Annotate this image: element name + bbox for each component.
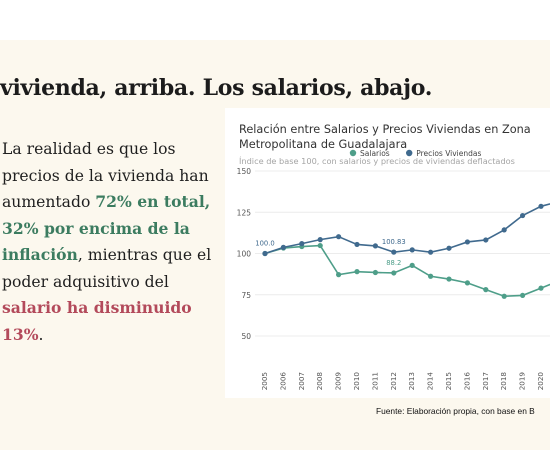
data-point xyxy=(354,241,360,248)
legend-marker xyxy=(349,149,357,157)
data-point xyxy=(336,272,342,278)
data-point xyxy=(501,293,507,299)
x-tick-label: 2007 xyxy=(297,372,306,390)
x-tick-label: 2017 xyxy=(481,372,490,390)
y-tick-label: 125 xyxy=(237,208,252,217)
x-tick-label: 2010 xyxy=(352,372,361,391)
line-chart: 50 75 100 125 150 2005 2006 2007 2008 2009 2010 201… xyxy=(237,149,550,391)
legend-marker xyxy=(406,149,413,157)
y-tick-label: 150 xyxy=(237,167,252,176)
y-tick-label: 50 xyxy=(241,332,251,341)
chart-card: Relación entre Salarios y Precios Vivien… xyxy=(225,108,550,398)
salary-decrease-highlight: salario ha disminuido 13% xyxy=(2,298,192,344)
y-tick-label: 100 xyxy=(237,250,252,259)
data-point xyxy=(317,242,323,249)
data-point xyxy=(391,270,397,276)
data-point xyxy=(446,245,452,251)
body-paragraph: La realidad es que los precios de la viv… xyxy=(2,136,220,348)
data-point xyxy=(538,285,544,291)
x-tick-label: 2005 xyxy=(260,372,269,390)
x-tick-label: 2018 xyxy=(499,372,508,391)
data-point xyxy=(520,292,526,299)
source-note: Fuente: Elaboración propia, con base en … xyxy=(376,406,535,416)
x-tick-label: 2015 xyxy=(444,372,453,390)
body-text-3: . xyxy=(38,325,44,344)
legend-label: Salarios xyxy=(360,149,390,158)
x-tick-label: 2014 xyxy=(426,372,435,391)
data-point xyxy=(428,273,434,279)
data-point xyxy=(336,234,342,240)
body-text-1: La realidad es que los precios de la viv… xyxy=(2,140,209,211)
data-point xyxy=(354,269,360,275)
slide: vivienda, arriba. Los salarios, abajo. L… xyxy=(0,40,550,450)
x-tick-label: 2016 xyxy=(462,372,471,391)
data-point xyxy=(409,247,415,253)
x-tick-label: 2013 xyxy=(407,372,416,390)
legend-label: Precios Viviendas xyxy=(416,149,481,158)
data-point xyxy=(483,287,489,293)
x-tick-label: 2011 xyxy=(370,372,379,390)
data-point xyxy=(538,203,544,209)
x-tick-label: 2009 xyxy=(334,372,343,391)
data-point xyxy=(262,250,268,257)
y-tick-label: 75 xyxy=(241,291,251,300)
chart-subtitle: Índice de base 100, con salarios y preci… xyxy=(239,156,515,166)
data-label: 88.2 xyxy=(386,259,401,267)
data-point xyxy=(299,241,305,247)
data-point xyxy=(280,244,286,250)
x-tick-label: 2019 xyxy=(518,372,527,391)
data-label: 100.0 xyxy=(255,240,274,248)
data-point xyxy=(428,249,434,255)
data-point xyxy=(464,239,470,245)
data-point xyxy=(372,269,378,276)
body-text-2: , mientras que el poder adquisitivo del xyxy=(2,246,212,291)
slide-heading: vivienda, arriba. Los salarios, abajo. xyxy=(0,75,433,101)
data-point xyxy=(464,280,470,286)
chart-title: Relación entre Salarios y Precios Vivien… xyxy=(239,123,531,151)
data-point xyxy=(372,243,378,249)
x-tick-label: 2006 xyxy=(278,372,287,391)
data-point xyxy=(520,212,526,219)
data-point xyxy=(483,237,489,243)
data-point xyxy=(501,227,507,233)
x-tick-label: 2020 xyxy=(536,372,545,391)
data-point xyxy=(446,276,452,282)
data-label: 100.83 xyxy=(382,238,406,246)
data-point xyxy=(391,249,397,255)
housing-increase-highlight: 72% en total, 32% por encima de la infla… xyxy=(2,192,211,264)
data-point xyxy=(317,237,323,243)
data-point xyxy=(409,262,415,268)
x-tick-label: 2008 xyxy=(315,372,324,391)
x-tick-label: 2012 xyxy=(389,372,398,390)
